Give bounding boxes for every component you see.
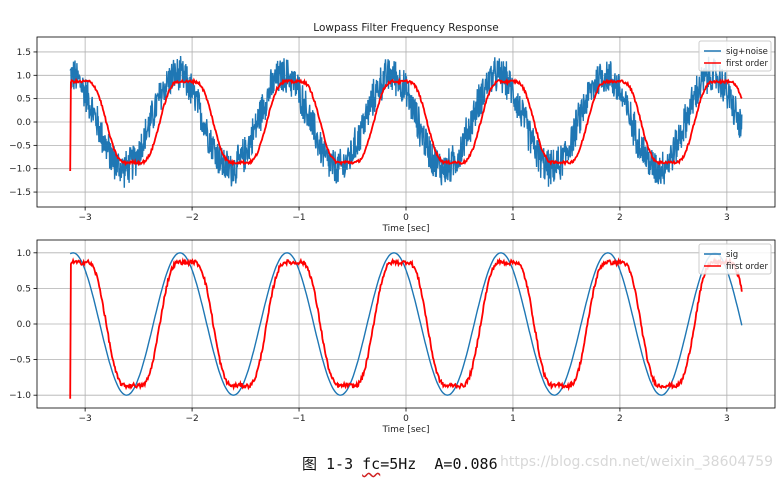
- plot-frame: [36, 239, 776, 409]
- legend-entry: first order: [726, 262, 768, 272]
- y-tick-label: 0.5: [17, 284, 31, 294]
- x-tick-label: −2: [185, 414, 198, 424]
- plot-frame: [36, 36, 776, 208]
- legend: sig+noise first order: [698, 40, 772, 72]
- y-tick-label: 0.5: [17, 95, 31, 105]
- y-tick-label: 0.0: [17, 320, 32, 330]
- x-tick-label: 1: [510, 213, 516, 223]
- y-tick-label: −1.0: [9, 165, 31, 175]
- legend-entry: sig+noise: [726, 47, 768, 57]
- x-tick-label: 0: [403, 213, 409, 223]
- legend-entry: sig: [726, 250, 738, 260]
- plot-area: [69, 252, 743, 399]
- y-tick-label: −0.5: [9, 356, 31, 366]
- series-first-order: [69, 257, 743, 399]
- y-tick-label: −1.5: [9, 188, 31, 198]
- series-sig: [69, 252, 743, 396]
- figure-caption: 图 1-3 fc=5Hz A=0.086 https://blog.csdn.n…: [0, 453, 784, 477]
- y-tick-label: −0.5: [9, 141, 31, 151]
- figure: −3 −2 −1 0 1 2 3 −1.5 −1.0 −0.5 0.0 0.5 1.0 1.5 Lowpas…: [9, 22, 776, 435]
- legend-entry: first order: [726, 59, 768, 69]
- plot-area: [69, 55, 743, 188]
- watermark-url: https://blog.csdn.net/weixin_38604759: [500, 454, 774, 470]
- y-tick-label: −1.0: [9, 391, 31, 401]
- x-tick-label: −3: [78, 414, 91, 424]
- x-tick-label: 3: [724, 213, 730, 223]
- caption-underlined-term: fc: [362, 455, 381, 473]
- y-tick-label: 1.0: [17, 71, 32, 81]
- y-tick-label: 1.0: [17, 249, 32, 259]
- x-tick-label: 1: [510, 414, 516, 424]
- x-axis-label: Time [sec]: [381, 425, 429, 435]
- caption-text: 图 1-3 fc=5Hz A=0.086: [302, 455, 498, 473]
- subplot-2: −3 −2 −1 0 1 2 3 −1.0 −0.5 0.0 0.5 1.0 Time [sec] sig…: [9, 239, 776, 435]
- chart-title: Lowpass Filter Frequency Response: [313, 22, 498, 34]
- x-tick-label: 2: [617, 414, 623, 424]
- series-first-order: [69, 77, 743, 172]
- x-tick-label: −1: [292, 414, 305, 424]
- x-axis-label: Time [sec]: [381, 224, 429, 234]
- x-tick-label: 0: [403, 414, 409, 424]
- series-sig-noise: [69, 55, 743, 188]
- x-tick-label: −2: [185, 213, 198, 223]
- subplot-1: −3 −2 −1 0 1 2 3 −1.5 −1.0 −0.5 0.0 0.5 1.0 1.5 Lowpas…: [9, 22, 776, 234]
- x-tick-label: 2: [617, 213, 623, 223]
- y-tick-label: 0.0: [17, 118, 32, 128]
- x-tick-label: −1: [292, 213, 305, 223]
- legend: sig first order: [698, 243, 772, 275]
- y-tick-label: 1.5: [17, 48, 31, 58]
- x-tick-label: 3: [724, 414, 730, 424]
- x-tick-label: −3: [78, 213, 91, 223]
